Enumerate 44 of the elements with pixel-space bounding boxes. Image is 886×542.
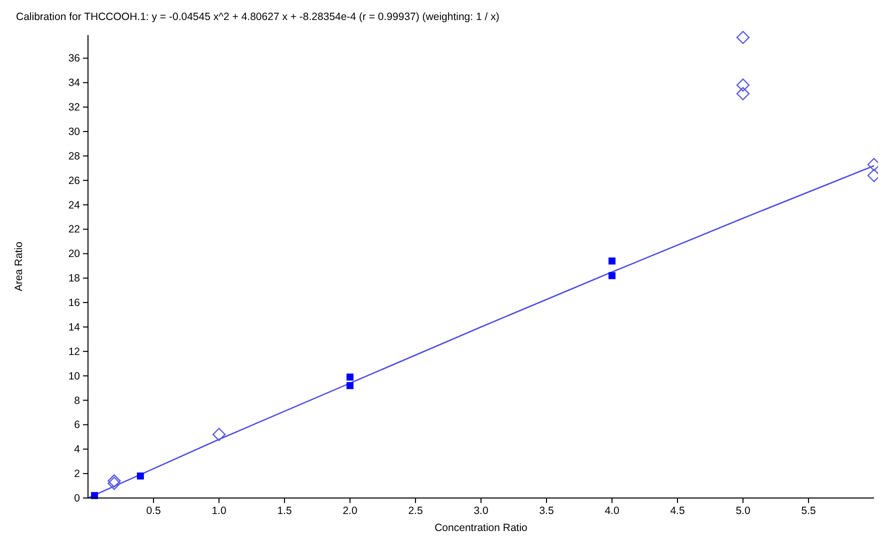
- point: [108, 474, 121, 488]
- point: [346, 374, 354, 381]
- x-tick-label: 5.5: [801, 505, 816, 517]
- y-tick-label: 22: [68, 224, 80, 236]
- point: [346, 382, 354, 390]
- point: [608, 258, 616, 265]
- y-tick-label: 10: [68, 370, 80, 382]
- y-tick-label: 8: [74, 394, 80, 407]
- y-tick-label: 36: [68, 52, 80, 65]
- point: [212, 428, 226, 442]
- y-tick-label: 18: [68, 272, 80, 285]
- y-tick-label: 28: [68, 150, 80, 162]
- point: [136, 472, 144, 480]
- y-tick-label: 0: [74, 492, 80, 504]
- x-tick-label: 5.0: [736, 505, 750, 517]
- x-tick-label: 2.5: [408, 505, 423, 517]
- y-tick-label: 14: [68, 321, 80, 334]
- y-tick-label: 4: [74, 444, 80, 456]
- point: [108, 476, 121, 490]
- y-tick-label: 2: [74, 468, 80, 480]
- y-axis-title: Area Ratio: [13, 242, 25, 292]
- x-tick-label: 3.5: [539, 505, 554, 517]
- x-tick-label: 1.0: [212, 505, 226, 517]
- y-tick-label: 20: [68, 248, 80, 260]
- point: [736, 30, 750, 44]
- y-tick-label: 32: [68, 102, 80, 114]
- point: [736, 78, 750, 92]
- x-tick-label: 0.5: [146, 505, 161, 517]
- x-tick-label: 4.5: [670, 505, 685, 517]
- y-tick-label: 34: [68, 77, 80, 90]
- point: [736, 87, 750, 100]
- x-axis-title: Concentration Ratio: [434, 522, 528, 534]
- y-tick-label: 12: [68, 346, 80, 358]
- x-tick-label: 3.0: [474, 505, 488, 517]
- y-tick-label: 24: [68, 199, 80, 212]
- y-tick-label: 16: [68, 297, 80, 310]
- point: [608, 272, 616, 280]
- y-tick-label: 30: [68, 126, 80, 138]
- chart-title: Calibration for THCCOOH.1: y = -0.04545 x^2 + 4.80627 x + -8.28354e-4 (r = 0.99937) (weighting: 1 / x): [16, 11, 500, 23]
- x-tick-label: 2.0: [342, 505, 358, 517]
- x-tick-label: 1.5: [277, 505, 292, 517]
- x-tick-label: 4.0: [604, 505, 620, 517]
- y-tick-label: 6: [74, 419, 80, 432]
- y-tick-label: 26: [68, 174, 80, 187]
